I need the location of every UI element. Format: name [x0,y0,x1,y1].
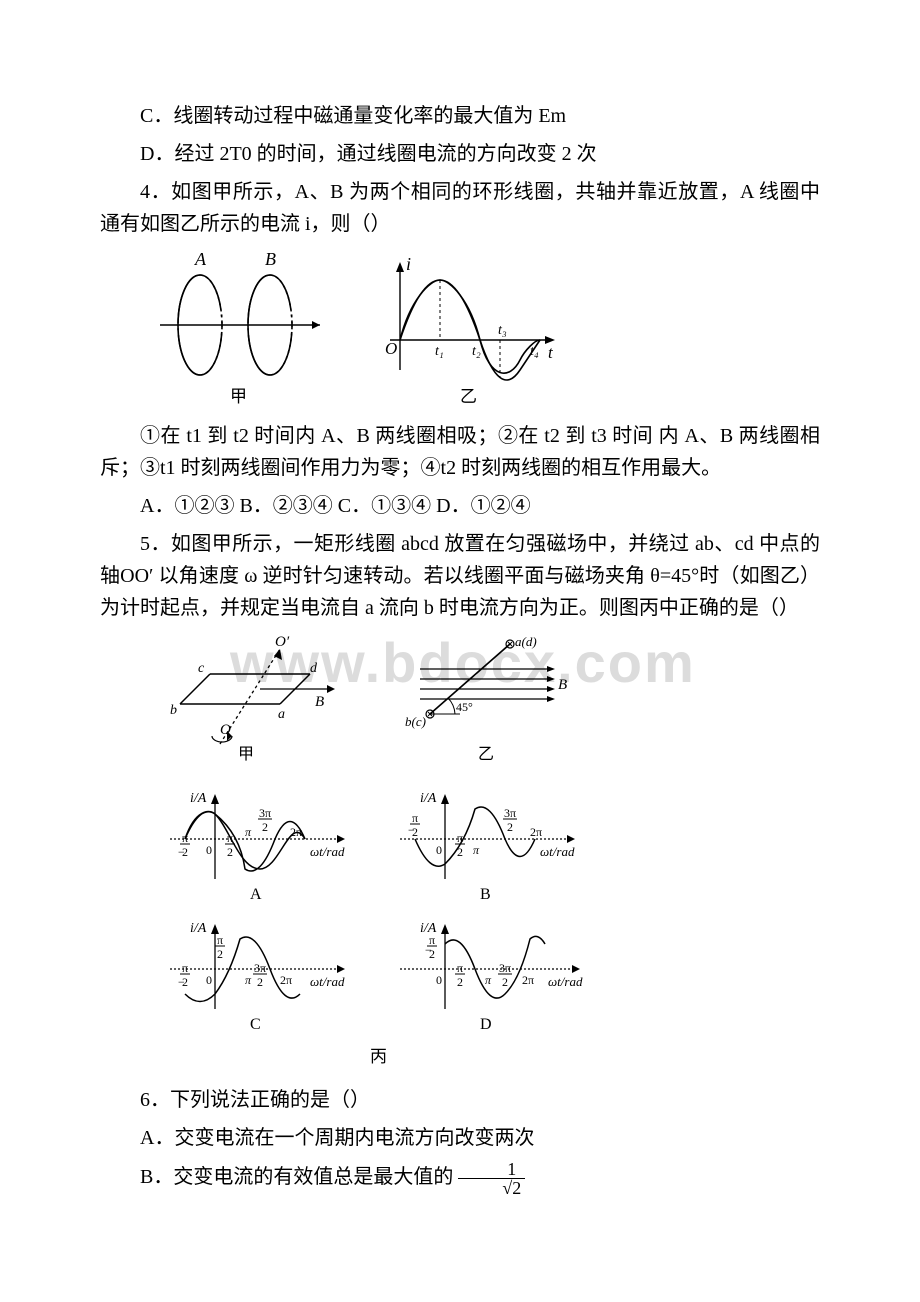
fig5-b-field-2: B [558,677,567,693]
svg-text:π: π [473,843,480,857]
svg-text:2: 2 [182,845,188,859]
svg-text:π: π [457,961,463,975]
svg-text:3π: 3π [504,806,516,820]
fig4-t3: t₃ [498,323,507,338]
fig5-b-field-1: B [315,694,324,710]
svg-text:2: 2 [502,975,508,989]
q4-stem: 4．如图甲所示，A、B 为两个相同的环形线圈，共轴并靠近放置，A 线圈中通有如图… [100,176,820,240]
svg-text:π: π [182,831,188,845]
svg-text:2π: 2π [530,825,542,839]
fig5-bing: 丙 [370,1047,387,1066]
fig5c-iA: i/A [190,921,207,936]
fig5b-iA: i/A [420,791,437,806]
svg-text:π: π [182,961,188,975]
q6-choice-b: B．交变电流的有效值总是最大值的 1 √2 [100,1160,820,1197]
fig5-a-vertex: a [278,707,285,722]
svg-text:2: 2 [457,845,463,859]
fig4-t1: t₁ [435,344,444,359]
fig4-yi: 乙 [460,387,477,406]
svg-text:2: 2 [227,845,233,859]
svg-text:2: 2 [262,820,268,834]
svg-text:π: π [485,973,492,987]
svg-text:3π: 3π [499,961,511,975]
q6b-prefix: B．交变电流的有效值总是最大值的 [140,1166,458,1188]
fig5-oprime: O′ [275,634,290,650]
svg-text:0: 0 [436,843,442,857]
fig4-t-label: t [548,343,554,362]
svg-text:π: π [457,831,463,845]
fig5-jia: 甲 [238,746,254,763]
fig5-b-vertex: b [170,703,177,718]
q4-statements: ①在 t1 到 t2 时间内 A、B 两线圈相吸；②在 t2 到 t3 时间 内… [100,420,820,484]
q4-figure: A B 甲 i [160,250,820,410]
fig4-t2: t₂ [472,344,481,359]
svg-text:π: π [227,831,233,845]
svg-text:3π: 3π [254,961,266,975]
fig5-choice-d: D [480,1016,492,1033]
svg-text:π: π [245,973,252,987]
fig5-choice-a: A [250,886,262,903]
q4-choices: A．①②③ B．②③④ C．①③④ D．①②④ [100,490,820,522]
svg-text:π: π [412,811,418,825]
svg-text:2: 2 [257,975,263,989]
svg-text:2: 2 [457,975,463,989]
svg-text:2: 2 [182,975,188,989]
fig5a-wt: ωt/rad [310,844,345,859]
svg-text:π: π [429,933,435,947]
fig5-choice-b: B [480,886,491,903]
q5-stem: 5．如图甲所示，一矩形线圈 abcd 放置在匀强磁场中，并绕过 ab、cd 中点… [100,528,820,624]
fig4-t4: t₄ [530,344,539,359]
fig4-label-a: A [194,250,207,269]
q6b-frac-num: 1 [458,1160,525,1179]
svg-text:2π: 2π [522,973,534,987]
q6-choice-a: A．交变电流在一个周期内电流方向改变两次 [100,1122,820,1154]
fig5c-wt: ωt/rad [310,974,345,989]
fig5-ad-label: a(d) [515,634,537,649]
fig5a-zero: 0 [206,843,212,857]
fig5b-wt: ωt/rad [540,844,575,859]
svg-text:2: 2 [412,825,418,839]
svg-text:2: 2 [507,820,513,834]
q3-choice-c: C．线圈转动过程中磁通量变化率的最大值为 Em [100,100,820,132]
q3-choice-d: D．经过 2T0 的时间，通过线圈电流的方向改变 2 次 [100,138,820,170]
svg-text:π: π [217,933,223,947]
fig5-yi: 乙 [478,746,494,763]
svg-text:2π: 2π [280,973,292,987]
fig4-jia: 甲 [230,387,247,406]
q6-stem: 6．下列说法正确的是（） [100,1084,820,1116]
fig4-o-label: O [385,339,397,358]
svg-text:2: 2 [429,947,435,961]
fig5d-wt: ωt/rad [548,974,583,989]
svg-text:π: π [245,825,252,839]
svg-text:3π: 3π [259,806,271,820]
fig4-label-b: B [265,250,276,269]
svg-text:0: 0 [436,973,442,987]
svg-text:0: 0 [206,973,212,987]
q6b-frac-den: √2 [458,1179,525,1197]
fig4-i-label: i [406,254,411,274]
fig5-d-vertex: d [310,661,318,676]
q6b-fraction: 1 √2 [458,1160,525,1197]
fig5a-iA: i/A [190,791,207,806]
fig5-choice-c: C [250,1016,261,1033]
svg-text:2: 2 [217,947,223,961]
fig5-angle: 45° [456,700,473,714]
fig5-bc-label: b(c) [405,714,426,729]
fig5-c-vertex: c [198,661,205,676]
q5-figure: O′ b a d c B O [160,634,820,1074]
svg-text:2π: 2π [290,825,302,839]
